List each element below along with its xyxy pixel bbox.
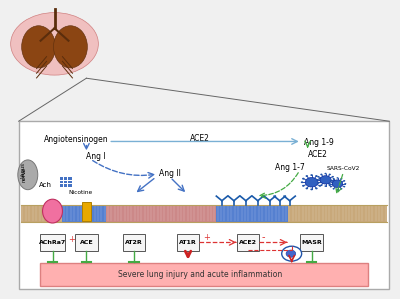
Circle shape: [301, 181, 303, 183]
Text: Angiotensinogen: Angiotensinogen: [44, 135, 109, 144]
Circle shape: [332, 178, 335, 179]
Bar: [68, 181, 72, 183]
Text: Ach: Ach: [39, 182, 52, 188]
Circle shape: [305, 178, 318, 187]
Bar: [60, 181, 63, 183]
FancyBboxPatch shape: [123, 234, 145, 251]
Circle shape: [316, 179, 318, 181]
Circle shape: [340, 178, 342, 179]
Ellipse shape: [18, 160, 38, 190]
Circle shape: [315, 187, 318, 189]
Text: AT2R: AT2R: [125, 240, 143, 245]
Bar: [68, 177, 72, 180]
Bar: [106, 205, 216, 222]
FancyBboxPatch shape: [177, 234, 199, 251]
Circle shape: [306, 187, 308, 189]
FancyBboxPatch shape: [40, 263, 368, 286]
Bar: [68, 184, 72, 187]
Bar: [21, 205, 62, 222]
Circle shape: [315, 175, 318, 177]
Circle shape: [320, 176, 331, 184]
Text: Ang 1-9: Ang 1-9: [304, 138, 333, 147]
Circle shape: [343, 186, 345, 187]
Bar: [64, 177, 67, 180]
Bar: [82, 202, 91, 221]
Text: Ang I: Ang I: [86, 152, 106, 161]
Circle shape: [306, 175, 308, 177]
Bar: [216, 205, 288, 222]
Circle shape: [324, 185, 327, 187]
Text: Ang 1-7: Ang 1-7: [275, 163, 304, 172]
Circle shape: [317, 176, 320, 178]
Circle shape: [320, 184, 322, 186]
Bar: [60, 177, 63, 180]
Circle shape: [324, 173, 327, 174]
FancyBboxPatch shape: [40, 234, 65, 251]
Circle shape: [340, 188, 342, 190]
Text: Nicotine: Nicotine: [68, 190, 92, 195]
Circle shape: [310, 174, 313, 176]
Text: +: +: [203, 233, 210, 242]
Circle shape: [330, 180, 332, 181]
Circle shape: [282, 246, 302, 261]
Ellipse shape: [54, 26, 87, 68]
Text: AT1R: AT1R: [179, 240, 197, 245]
Text: Severe lung injury and acute inflammation: Severe lung injury and acute inflammatio…: [118, 270, 282, 279]
FancyBboxPatch shape: [75, 234, 98, 251]
Text: ACE: ACE: [80, 240, 93, 245]
FancyBboxPatch shape: [300, 234, 323, 251]
Circle shape: [333, 179, 335, 181]
Circle shape: [319, 178, 321, 180]
Circle shape: [344, 183, 346, 184]
Circle shape: [329, 183, 331, 184]
Circle shape: [302, 185, 305, 187]
Text: Vagus: Vagus: [21, 162, 26, 178]
Circle shape: [332, 180, 343, 187]
Circle shape: [336, 177, 338, 179]
Text: ACE2: ACE2: [190, 134, 210, 143]
FancyBboxPatch shape: [237, 234, 259, 251]
Circle shape: [302, 178, 305, 180]
Circle shape: [329, 184, 331, 186]
Circle shape: [332, 182, 334, 184]
Circle shape: [317, 182, 320, 184]
Text: Ang II: Ang II: [159, 170, 181, 179]
Ellipse shape: [11, 13, 98, 75]
Text: AChRa7: AChRa7: [39, 240, 66, 245]
Bar: [64, 184, 67, 187]
Circle shape: [336, 189, 338, 190]
Circle shape: [320, 181, 322, 183]
Circle shape: [329, 174, 331, 175]
Ellipse shape: [22, 26, 56, 68]
Circle shape: [320, 174, 322, 175]
Text: MASR: MASR: [301, 240, 322, 245]
Text: +: +: [68, 235, 75, 244]
Ellipse shape: [42, 199, 62, 223]
Text: SARS-CoV2: SARS-CoV2: [327, 166, 360, 171]
Bar: [64, 181, 67, 183]
FancyBboxPatch shape: [19, 121, 389, 289]
Text: -: -: [262, 232, 265, 242]
Text: nerve: nerve: [21, 167, 26, 182]
Circle shape: [330, 186, 332, 187]
Circle shape: [286, 250, 296, 257]
Text: ACE2: ACE2: [239, 240, 257, 245]
Circle shape: [343, 180, 345, 181]
Bar: [60, 184, 63, 187]
Text: ACE2: ACE2: [308, 150, 328, 159]
Circle shape: [319, 185, 321, 187]
Bar: [62, 205, 106, 222]
Circle shape: [310, 188, 313, 190]
Bar: [288, 205, 387, 222]
Circle shape: [332, 188, 335, 190]
Circle shape: [332, 176, 334, 178]
